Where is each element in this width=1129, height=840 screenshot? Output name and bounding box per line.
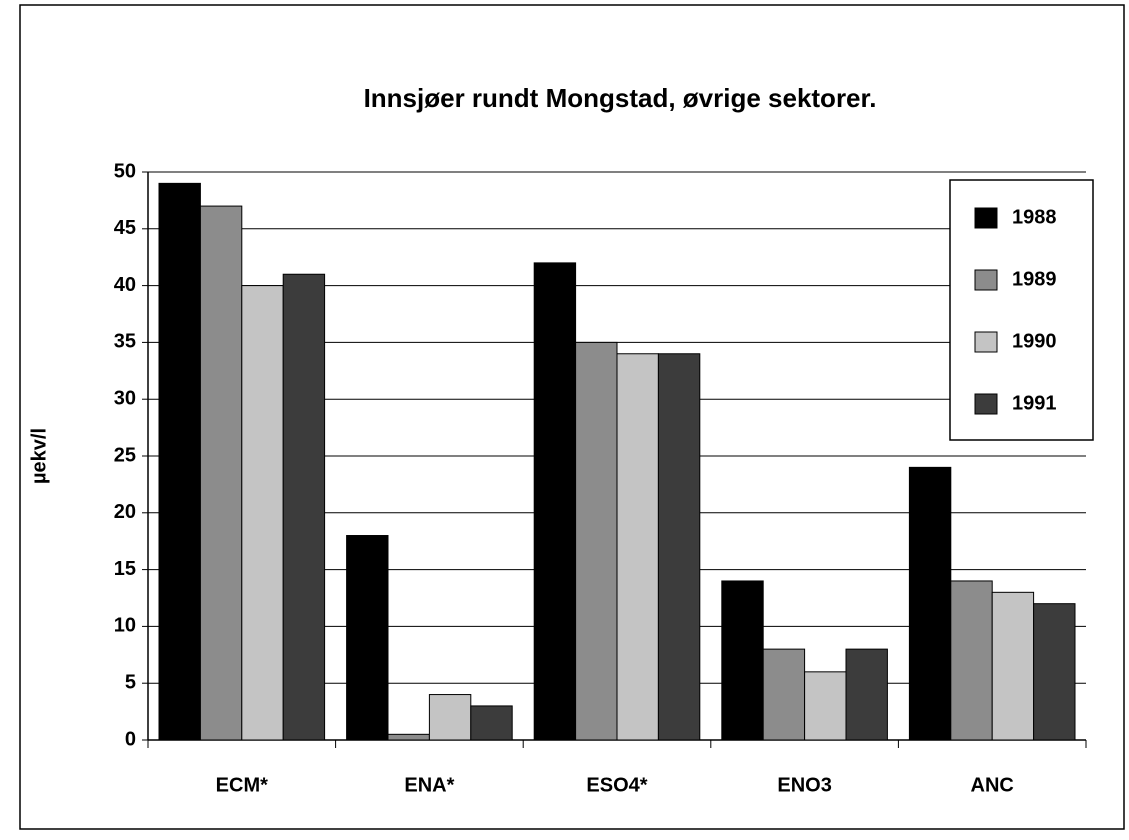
legend-swatch — [974, 269, 998, 291]
y-tick-label: 5 — [125, 671, 136, 693]
x-tick-label: ESO4* — [586, 774, 647, 796]
y-tick-label: 0 — [125, 728, 136, 750]
y-tick-label: 35 — [114, 331, 136, 353]
y-tick-label: 20 — [114, 501, 136, 523]
y-tick-label: 50 — [114, 160, 136, 182]
bar — [470, 705, 513, 741]
y-tick-label: 15 — [114, 558, 136, 580]
y-tick-label: 30 — [114, 387, 136, 409]
bar — [575, 341, 618, 741]
x-tick-label: ENO3 — [777, 774, 831, 796]
bar — [428, 694, 472, 741]
y-tick-label: 45 — [114, 217, 136, 239]
bar — [346, 535, 389, 741]
legend-box — [949, 179, 1094, 441]
bar — [158, 182, 201, 741]
bar — [721, 580, 764, 741]
bar — [950, 580, 993, 741]
legend-label: 1989 — [1012, 268, 1057, 290]
bar — [991, 591, 1035, 741]
bar — [1033, 603, 1076, 741]
bar — [199, 205, 243, 741]
bar — [762, 648, 806, 741]
y-tick-label: 25 — [114, 444, 136, 466]
legend-label: 1990 — [1012, 330, 1057, 352]
bar — [533, 262, 577, 741]
y-tick-label: 40 — [114, 274, 136, 296]
x-tick-label: ENA* — [404, 774, 454, 796]
bar — [845, 648, 888, 741]
legend-label: 1991 — [1012, 392, 1057, 414]
legend-label: 1988 — [1012, 206, 1057, 228]
bar — [657, 353, 701, 741]
y-axis-label: µekv/l — [28, 428, 50, 484]
x-tick-label: ANC — [971, 774, 1014, 796]
legend-swatch — [974, 331, 998, 353]
bar — [616, 353, 659, 741]
bar — [241, 285, 284, 741]
legend-swatch — [974, 393, 998, 415]
y-tick-label: 10 — [114, 615, 136, 637]
bar — [282, 273, 326, 741]
bar — [387, 733, 430, 741]
legend-swatch — [974, 207, 998, 229]
chart-title: Innsjøer rundt Mongstad, øvrige sektorer… — [364, 83, 877, 113]
bar — [908, 466, 952, 741]
bar — [804, 671, 847, 741]
x-tick-label: ECM* — [216, 774, 268, 796]
